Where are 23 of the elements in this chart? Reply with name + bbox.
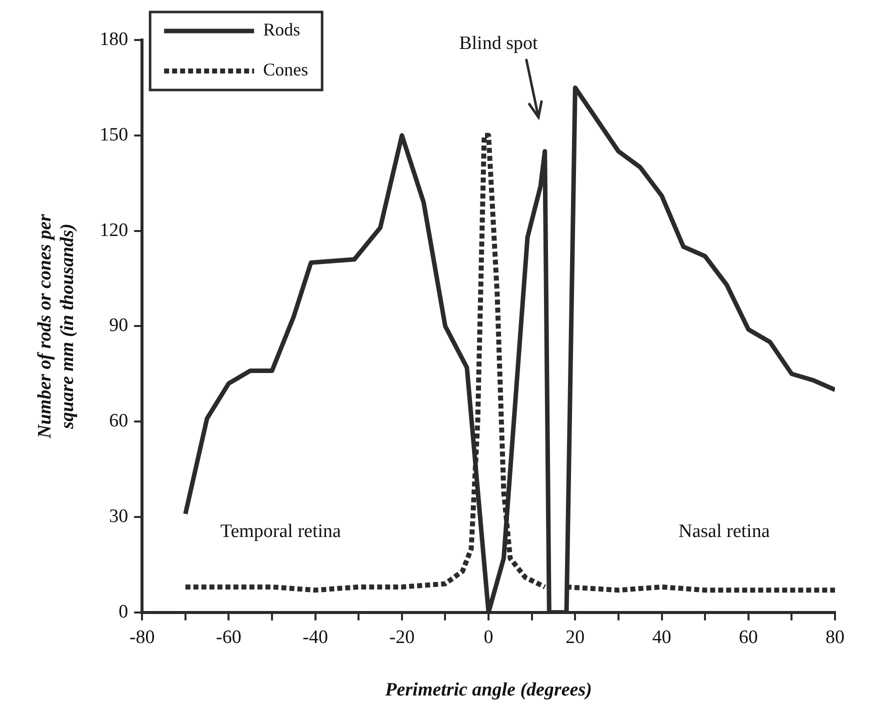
y-tick-label: 180 bbox=[100, 28, 128, 50]
annotation: Blind spot bbox=[459, 32, 538, 54]
x-tick-label: -20 bbox=[389, 626, 415, 648]
x-tick-label: -80 bbox=[129, 626, 155, 648]
annotation: Temporal retina bbox=[220, 521, 342, 542]
x-tick-label: 0 bbox=[484, 626, 494, 648]
x-tick-label: -60 bbox=[216, 626, 242, 648]
annotation: Nasal retina bbox=[678, 521, 770, 542]
x-tick-label: 60 bbox=[738, 626, 758, 648]
y-tick-label: 90 bbox=[109, 315, 128, 336]
x-tick-label: 20 bbox=[566, 626, 585, 648]
x-tick-label: 80 bbox=[826, 626, 844, 648]
y-tick-label: 150 bbox=[100, 124, 128, 146]
x-tick-label: 40 bbox=[652, 626, 672, 648]
y-axis-title: Number of rods or cones per square mm (in thousands) bbox=[34, 213, 78, 440]
legend-label: Rods bbox=[263, 20, 300, 40]
x-tick-label: -40 bbox=[302, 626, 328, 648]
x-axis-title: Perimetric angle (degrees) bbox=[384, 680, 592, 701]
legend-label: Cones bbox=[263, 60, 308, 80]
y-tick-label: 30 bbox=[109, 506, 128, 527]
y-tick-label: 0 bbox=[118, 601, 128, 622]
y-tick-label: 120 bbox=[100, 220, 128, 241]
y-tick-label: 60 bbox=[109, 410, 128, 432]
